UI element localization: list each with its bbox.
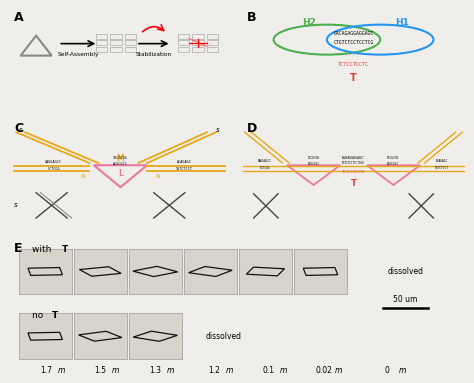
Text: TGTCTCCT: TGTCTCCT (435, 165, 449, 170)
Text: TGCGCGG: TGCGCGG (387, 155, 400, 160)
Text: CCTCGG: CCTCGG (47, 167, 60, 170)
Text: m: m (112, 366, 119, 375)
Text: C: C (14, 122, 23, 135)
Text: 1.2: 1.2 (208, 366, 220, 375)
Text: . . . . . . . . . . .: . . . . . . . . . . . (333, 51, 374, 56)
Text: m: m (280, 366, 288, 375)
Text: m: m (335, 366, 342, 375)
Text: 1.5: 1.5 (94, 366, 107, 375)
FancyBboxPatch shape (184, 249, 237, 295)
Text: Self-Assembly: Self-Assembly (57, 52, 99, 57)
Text: no: no (32, 311, 46, 319)
Text: 1.7: 1.7 (40, 366, 52, 375)
Text: H1: H1 (395, 18, 410, 27)
FancyBboxPatch shape (129, 249, 182, 295)
Text: N: N (156, 174, 161, 179)
Text: CTGTCTCCTCCTCG: CTGTCTCCTCCTCG (333, 40, 374, 45)
Text: ACGCGCC: ACGCGCC (308, 162, 319, 166)
FancyBboxPatch shape (73, 313, 127, 359)
Text: 0: 0 (385, 366, 390, 375)
FancyBboxPatch shape (18, 249, 72, 295)
Text: 0.02: 0.02 (315, 366, 332, 375)
Text: T: T (350, 73, 357, 83)
Text: B: B (247, 11, 256, 24)
Text: 50 um: 50 um (393, 295, 418, 304)
Text: TCTCCTCCTC: TCTCCTCCTC (342, 170, 365, 174)
Text: CCTCGG: CCTCGG (259, 165, 270, 170)
Text: T: T (52, 311, 58, 319)
Text: ACAGAGGAGGAGCC: ACAGAGGAGGAGCC (342, 155, 365, 160)
Text: E: E (14, 242, 23, 255)
Text: D: D (247, 122, 257, 135)
Text: m: m (166, 366, 174, 375)
Text: Stabilization: Stabilization (136, 52, 172, 57)
Text: A: A (14, 11, 24, 24)
Text: s: s (216, 127, 220, 133)
Text: GACAGAGGAGGAGC: GACAGAGGAGGAGC (333, 31, 374, 36)
Text: s: s (14, 202, 18, 208)
Text: TGTCTCCTCCTCGG: TGTCTCCTCCTCGG (342, 161, 365, 165)
Text: dissolved: dissolved (205, 332, 241, 341)
Text: L: L (118, 169, 123, 178)
Text: m: m (399, 366, 406, 375)
Text: m: m (226, 366, 233, 375)
Text: with: with (32, 244, 55, 254)
FancyBboxPatch shape (239, 249, 292, 295)
FancyBboxPatch shape (129, 313, 182, 359)
Text: TGCGCGG: TGCGCGG (113, 155, 128, 160)
Text: T: T (351, 179, 356, 188)
Text: ACGCGCC: ACGCGCC (113, 162, 128, 166)
Text: ACGCGCC: ACGCGCC (387, 162, 400, 166)
FancyBboxPatch shape (18, 313, 72, 359)
Text: N: N (81, 174, 85, 179)
Text: M: M (117, 154, 124, 163)
Text: T: T (62, 244, 68, 254)
FancyBboxPatch shape (294, 249, 347, 295)
Text: dissolved: dissolved (387, 267, 423, 276)
Text: ACAGAGC: ACAGAGC (436, 159, 448, 163)
Text: H2: H2 (302, 18, 316, 27)
Text: GAGGAGCC: GAGGAGCC (258, 159, 272, 163)
FancyBboxPatch shape (73, 249, 127, 295)
Text: s: s (19, 127, 22, 133)
Text: TCTCCTCCTC: TCTCCTCCTC (338, 62, 369, 67)
Text: ACAGAGC: ACAGAGC (177, 160, 192, 164)
Text: 1.3: 1.3 (149, 366, 161, 375)
Text: GAGGAGCC: GAGGAGCC (46, 160, 63, 164)
Text: m: m (57, 366, 64, 375)
Text: TGTCTCCT: TGTCTCCT (176, 167, 193, 170)
Text: TGCGCGG: TGCGCGG (308, 155, 319, 160)
Text: 0.1: 0.1 (263, 366, 275, 375)
